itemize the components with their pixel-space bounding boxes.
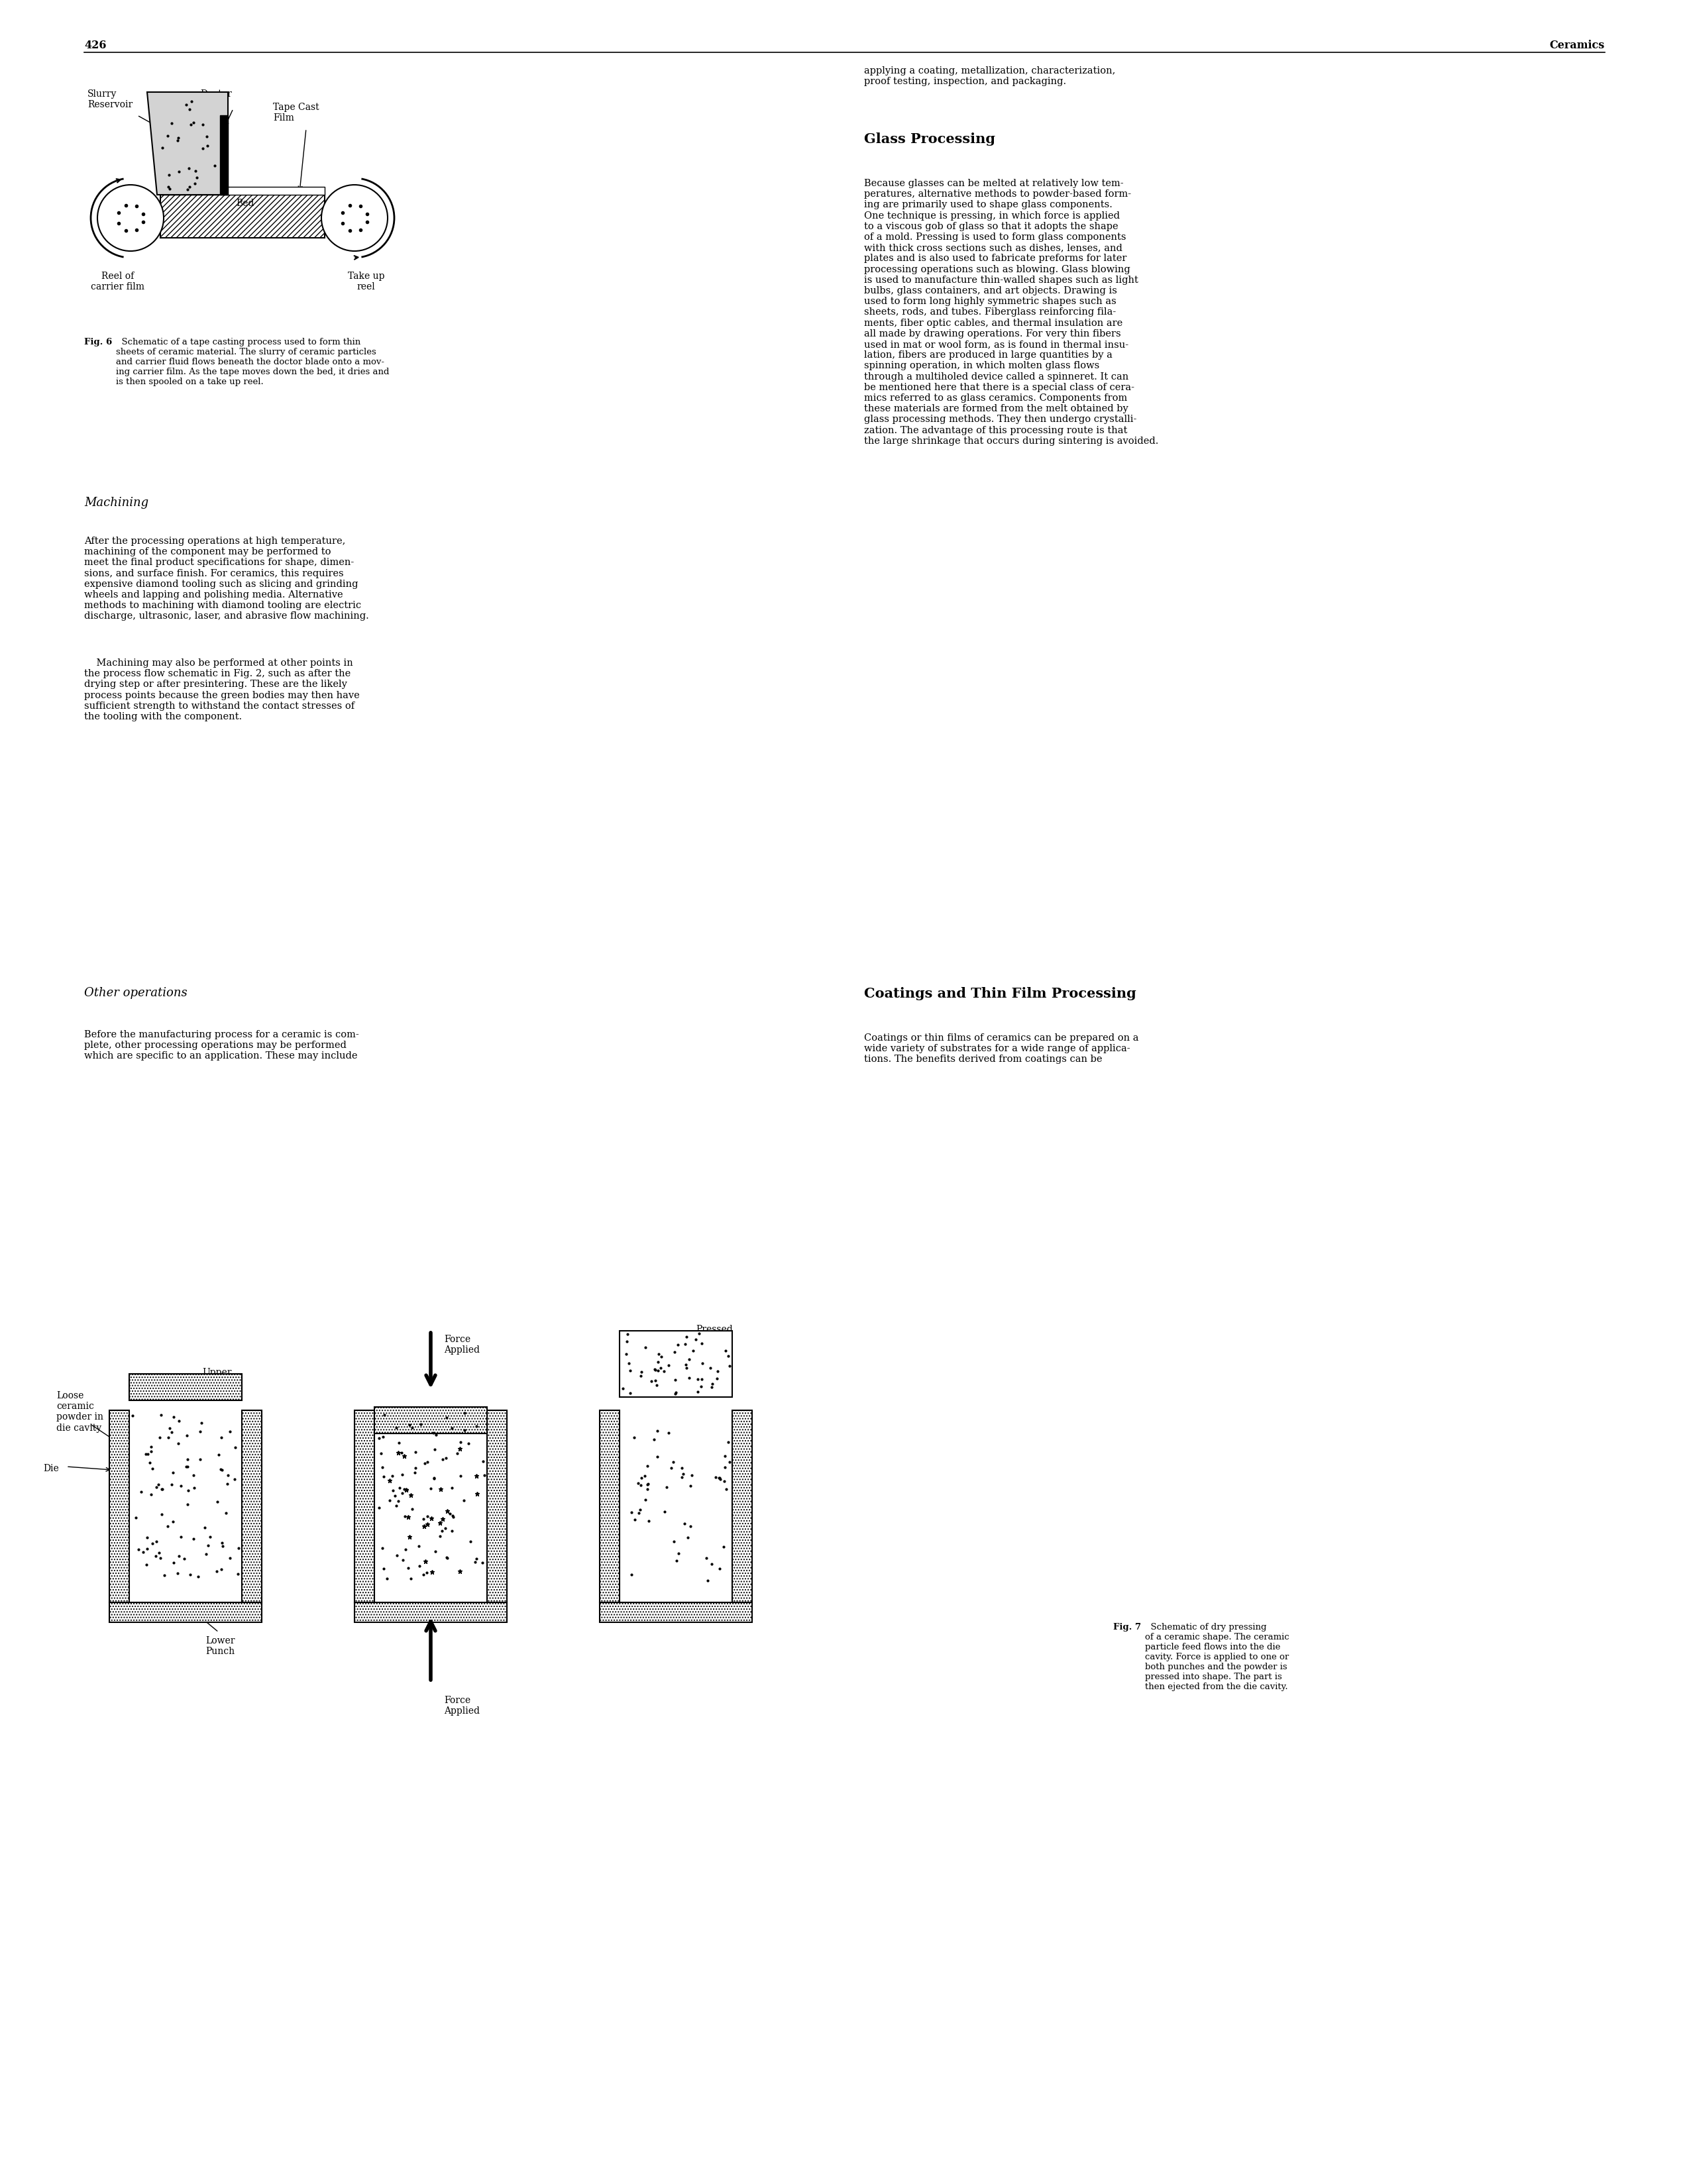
Bar bbox=[160, 188, 324, 194]
Text: Coatings or thin films of ceramics can be prepared on a
wide variety of substrat: Coatings or thin films of ceramics can b… bbox=[865, 1033, 1138, 1064]
Bar bbox=[160, 194, 324, 238]
Text: Schematic of dry pressing
of a ceramic shape. The ceramic
particle feed flows in: Schematic of dry pressing of a ceramic s… bbox=[1145, 1623, 1289, 1690]
Text: Glass Processing: Glass Processing bbox=[865, 133, 995, 146]
Bar bbox=[242, 1411, 262, 1603]
Text: Before the manufacturing process for a ceramic is com-
plete, other processing o: Before the manufacturing process for a c… bbox=[84, 1029, 360, 1061]
Text: Other operations: Other operations bbox=[84, 987, 187, 998]
Text: After the processing operations at high temperature,
machining of the component : After the processing operations at high … bbox=[84, 537, 368, 620]
Text: Fig. 7: Fig. 7 bbox=[1113, 1623, 1142, 1631]
Bar bbox=[600, 1411, 620, 1603]
Text: Upper
Punch: Upper Punch bbox=[203, 1367, 231, 1387]
Text: 426: 426 bbox=[84, 39, 106, 50]
Text: Lower
Punch: Lower Punch bbox=[206, 1636, 235, 1655]
Text: Schematic of a tape casting process used to form thin
sheets of ceramic material: Schematic of a tape casting process used… bbox=[117, 339, 388, 387]
Text: applying a coating, metallization, characterization,
proof testing, inspection, : applying a coating, metallization, chara… bbox=[865, 66, 1115, 85]
Bar bbox=[130, 1374, 242, 1400]
Polygon shape bbox=[147, 92, 228, 194]
Text: Slurry
Reservoir: Slurry Reservoir bbox=[88, 90, 133, 109]
Bar bbox=[355, 1603, 507, 1623]
Text: Machining: Machining bbox=[84, 496, 149, 509]
Bar bbox=[620, 1330, 733, 1398]
Text: Take up
reel: Take up reel bbox=[348, 271, 385, 290]
Text: Machining may also be performed at other points in
the process flow schematic in: Machining may also be performed at other… bbox=[84, 657, 360, 721]
Text: Force
Applied: Force Applied bbox=[444, 1695, 480, 1714]
Bar bbox=[110, 1411, 130, 1603]
Circle shape bbox=[98, 186, 164, 251]
Bar bbox=[486, 1411, 507, 1603]
Text: Bed: Bed bbox=[236, 199, 253, 207]
Text: Die: Die bbox=[44, 1463, 59, 1472]
Bar bbox=[220, 116, 228, 194]
Bar bbox=[375, 1406, 486, 1433]
Text: Tape Cast
Film: Tape Cast Film bbox=[274, 103, 319, 122]
Text: Pressed
Part: Pressed Part bbox=[696, 1324, 733, 1345]
Text: Because glasses can be melted at relatively low tem-
peratures, alternative meth: Because glasses can be melted at relativ… bbox=[865, 179, 1159, 446]
Text: Coatings and Thin Film Processing: Coatings and Thin Film Processing bbox=[865, 987, 1137, 1000]
Text: Loose
ceramic
powder in
die cavity: Loose ceramic powder in die cavity bbox=[56, 1391, 103, 1433]
Bar bbox=[110, 1603, 262, 1623]
Bar bbox=[733, 1411, 752, 1603]
Text: Fig. 6: Fig. 6 bbox=[84, 339, 111, 347]
Text: Reel of
carrier film: Reel of carrier film bbox=[91, 271, 145, 290]
Bar bbox=[355, 1411, 375, 1603]
Circle shape bbox=[321, 186, 388, 251]
Bar bbox=[600, 1603, 752, 1623]
Text: Doctor
Blade: Doctor Blade bbox=[199, 90, 231, 109]
Text: Force
Applied: Force Applied bbox=[444, 1334, 480, 1354]
Text: Ceramics: Ceramics bbox=[1551, 39, 1605, 50]
